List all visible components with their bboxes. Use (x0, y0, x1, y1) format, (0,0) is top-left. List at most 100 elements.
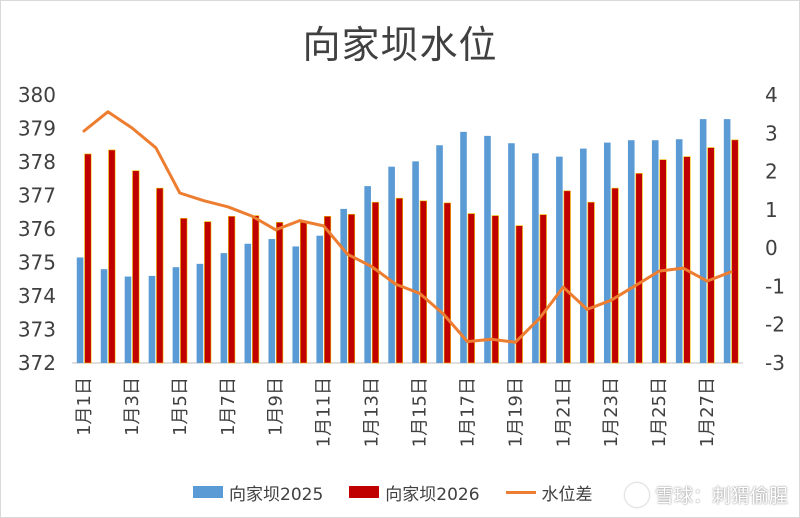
x-tick-label: 1月23日 (601, 377, 622, 447)
y-left-tick-label: 380 (18, 83, 56, 107)
bar-2026 (467, 213, 475, 364)
y-left-tick-label: 378 (18, 150, 56, 174)
x-tick-label: 1月21日 (553, 377, 574, 447)
bar-2026 (587, 201, 595, 364)
bar-2026 (108, 149, 116, 364)
x-tick-label: 1月7日 (218, 377, 239, 436)
bar-2025 (388, 166, 395, 363)
legend-label-2025: 向家坝2025 (229, 484, 324, 505)
y-left-tick-label: 373 (18, 318, 56, 342)
bar-2025 (436, 145, 443, 363)
snowball-logo-icon (624, 482, 649, 507)
bar-2025 (268, 239, 276, 363)
bar-2026 (323, 215, 332, 364)
legend-item-diff: 水位差 (505, 480, 593, 505)
x-tick-label: 1月3日 (122, 377, 143, 436)
bar-2026 (204, 221, 212, 364)
bar-2025 (292, 246, 300, 363)
bar-2026 (707, 147, 715, 364)
bar-2025 (580, 148, 587, 363)
bar-2025 (124, 276, 132, 363)
bar-2025 (172, 267, 180, 363)
bar-2026 (180, 217, 188, 364)
bar-2026 (299, 222, 308, 364)
bar-2025 (244, 243, 252, 363)
y-right-tick-label: -3 (765, 351, 785, 375)
bar-2026 (395, 197, 404, 364)
bar-2025 (148, 275, 156, 363)
bar-2026 (275, 222, 284, 364)
bar-2026 (443, 202, 451, 364)
bar-2025 (699, 119, 707, 364)
legend-item-2025: 向家坝2025 (193, 480, 323, 505)
bar-2025 (412, 161, 419, 363)
bar-2026 (371, 201, 380, 364)
y-right-tick-label: -1 (765, 274, 785, 298)
y-left-tick-label: 375 (18, 251, 56, 275)
legend-swatch-2025 (193, 486, 223, 498)
bar-2026 (635, 173, 643, 364)
x-tick-label: 1月19日 (505, 377, 526, 447)
chart-title: 向家坝水位 (302, 23, 498, 67)
y-right-tick-label: 1 (765, 198, 778, 222)
x-tick-label: 1月27日 (697, 377, 718, 447)
bar-2025 (508, 143, 515, 363)
bar-2026 (539, 214, 547, 364)
bar-2025 (723, 119, 731, 364)
legend-label-2026: 向家坝2026 (385, 484, 480, 505)
bar-2026 (611, 187, 619, 364)
y-right-tick-label: 0 (765, 236, 778, 260)
x-tick-label: 1月1日 (74, 377, 95, 436)
bar-2025 (340, 208, 347, 363)
y-left-tick-label: 379 (18, 117, 56, 141)
bar-2026 (419, 200, 427, 364)
bar-2026 (132, 170, 140, 364)
bar-2025 (675, 139, 683, 363)
line-water-level-diff (82, 110, 733, 344)
y-right-tick-label: 2 (765, 160, 778, 184)
legend: 向家坝2025 向家坝2026 水位差 (193, 480, 619, 505)
x-tick-label: 1月5日 (170, 377, 191, 436)
watermark: 雪球：刺猬偷腥 (624, 481, 788, 508)
y-left-tick-label: 374 (18, 284, 56, 308)
y-left-tick-label: 376 (18, 217, 56, 241)
y-left-tick-label: 377 (18, 184, 56, 208)
legend-swatch-diff (505, 490, 536, 494)
bar-2025 (603, 142, 611, 363)
bar-2026 (84, 153, 92, 364)
bar-2025 (627, 140, 635, 363)
bar-2025 (100, 269, 108, 363)
legend-item-2026: 向家坝2026 (349, 480, 480, 505)
x-tick-label: 1月15日 (410, 377, 431, 447)
bar-2025 (364, 186, 371, 363)
legend-swatch-2026 (349, 486, 380, 498)
bar-2026 (515, 225, 523, 364)
bar-2026 (228, 215, 236, 364)
y-right-tick-label: -2 (765, 313, 785, 337)
bar-2025 (220, 253, 228, 363)
bar-2026 (491, 215, 499, 364)
bar-2025 (484, 135, 491, 363)
bar-2026 (683, 156, 691, 364)
bar-2025 (316, 235, 324, 363)
x-tick-label: 1月9日 (266, 377, 287, 436)
bar-2025 (556, 156, 563, 363)
bar-2025 (651, 140, 659, 363)
watermark-text: 雪球：刺猬偷腥 (654, 485, 788, 507)
bar-2026 (731, 139, 739, 364)
bar-2026 (347, 213, 356, 364)
y-right-tick-label: 3 (765, 121, 778, 145)
y-left-tick-label: 372 (18, 351, 56, 375)
bar-2026 (252, 215, 260, 364)
x-tick-label: 1月25日 (649, 377, 670, 447)
bar-2025 (76, 257, 84, 363)
y-right-tick-label: 4 (765, 83, 778, 107)
bar-2025 (532, 153, 539, 363)
bar-2025 (196, 263, 204, 363)
bar-2026 (563, 190, 571, 364)
bar-2025 (460, 131, 467, 363)
x-tick-label: 1月11日 (314, 377, 335, 447)
x-tick-label: 1月17日 (457, 377, 478, 447)
bar-2026 (659, 159, 667, 364)
